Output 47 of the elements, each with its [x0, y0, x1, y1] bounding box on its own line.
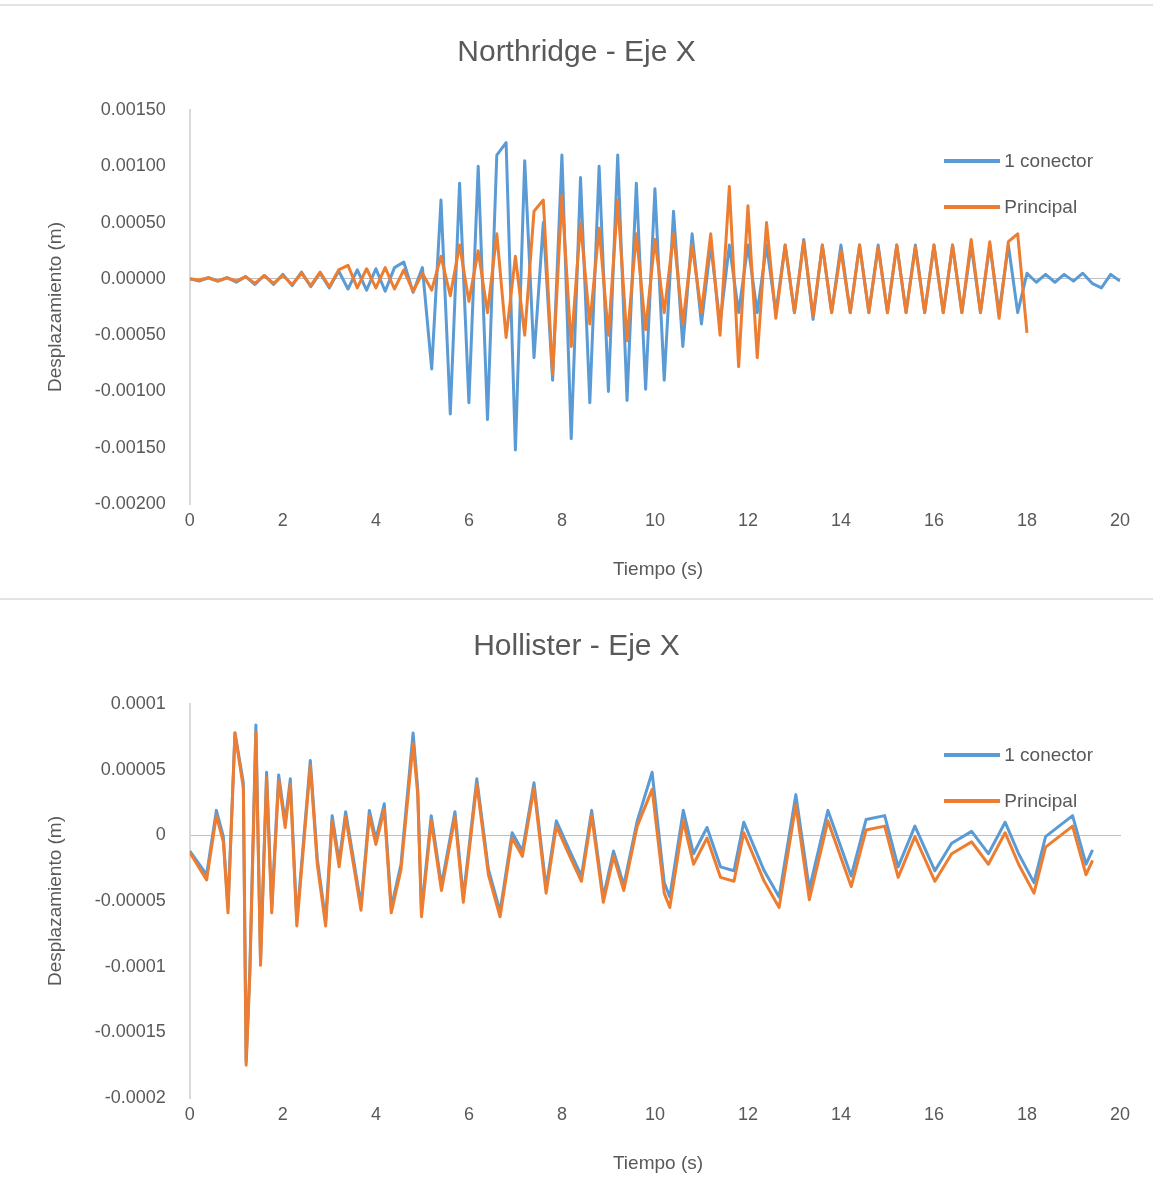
y-tick-label: -0.00015 — [94, 1021, 166, 1042]
x-tick-label: 4 — [370, 1103, 381, 1124]
y-tick-label: -0.0001 — [104, 955, 166, 976]
y-tick-label: 0.00000 — [100, 267, 166, 288]
y-tick-label: -0.00050 — [94, 324, 166, 345]
legend-label: 1 conector — [1004, 150, 1093, 172]
x-tick-label: 6 — [463, 1103, 474, 1124]
x-tick-label: 14 — [830, 1103, 851, 1124]
y-tick-label: 0 — [155, 824, 166, 845]
x-tick-label: 18 — [1016, 1103, 1037, 1124]
x-tick-label: 14 — [830, 509, 851, 530]
x-tick-label: 2 — [277, 509, 288, 530]
x-tick-label: 12 — [737, 1103, 758, 1124]
chart-title: Hollister - Eje X — [472, 628, 681, 662]
y-tick-label: 0.00005 — [100, 758, 166, 779]
x-tick-label: 8 — [556, 1103, 567, 1124]
y-tick-label: -0.0002 — [104, 1086, 166, 1107]
y-tick-label: 0.00050 — [100, 211, 166, 232]
x-tick-label: 0 — [184, 509, 195, 530]
y-tick-label: 0.00100 — [100, 155, 166, 176]
y-tick-label: 0.0001 — [110, 692, 166, 713]
x-axis-title: Tiempo (s) — [611, 1152, 705, 1174]
x-tick-label: 4 — [370, 509, 381, 530]
y-axis-title: Desplazamiento (m) — [43, 222, 65, 392]
x-tick-label: 18 — [1016, 509, 1037, 530]
y-tick-label: -0.00005 — [94, 889, 166, 910]
y-tick-label: -0.00100 — [94, 380, 166, 401]
chart-title: Northridge - Eje X — [456, 34, 697, 68]
y-tick-label: -0.00150 — [94, 436, 166, 457]
x-tick-label: 20 — [1109, 509, 1131, 530]
x-tick-label: 12 — [737, 509, 758, 530]
x-tick-label: 10 — [644, 509, 665, 530]
x-tick-label: 20 — [1109, 1103, 1131, 1124]
x-tick-label: 8 — [556, 509, 567, 530]
y-tick-label: -0.00200 — [94, 492, 166, 513]
y-axis-title: Desplazamiento (m) — [43, 816, 65, 986]
legend-label: 1 conector — [1004, 744, 1093, 766]
x-tick-label: 16 — [923, 1103, 944, 1124]
x-tick-label: 10 — [644, 1103, 665, 1124]
x-tick-label: 6 — [463, 509, 474, 530]
x-tick-label: 0 — [184, 1103, 195, 1124]
y-tick-label: 0.00150 — [100, 98, 166, 119]
legend-label: Principal — [1004, 790, 1078, 812]
x-tick-label: 2 — [277, 1103, 288, 1124]
x-tick-label: 16 — [923, 509, 944, 530]
x-axis-title: Tiempo (s) — [611, 558, 705, 580]
legend-label: Principal — [1004, 196, 1078, 218]
